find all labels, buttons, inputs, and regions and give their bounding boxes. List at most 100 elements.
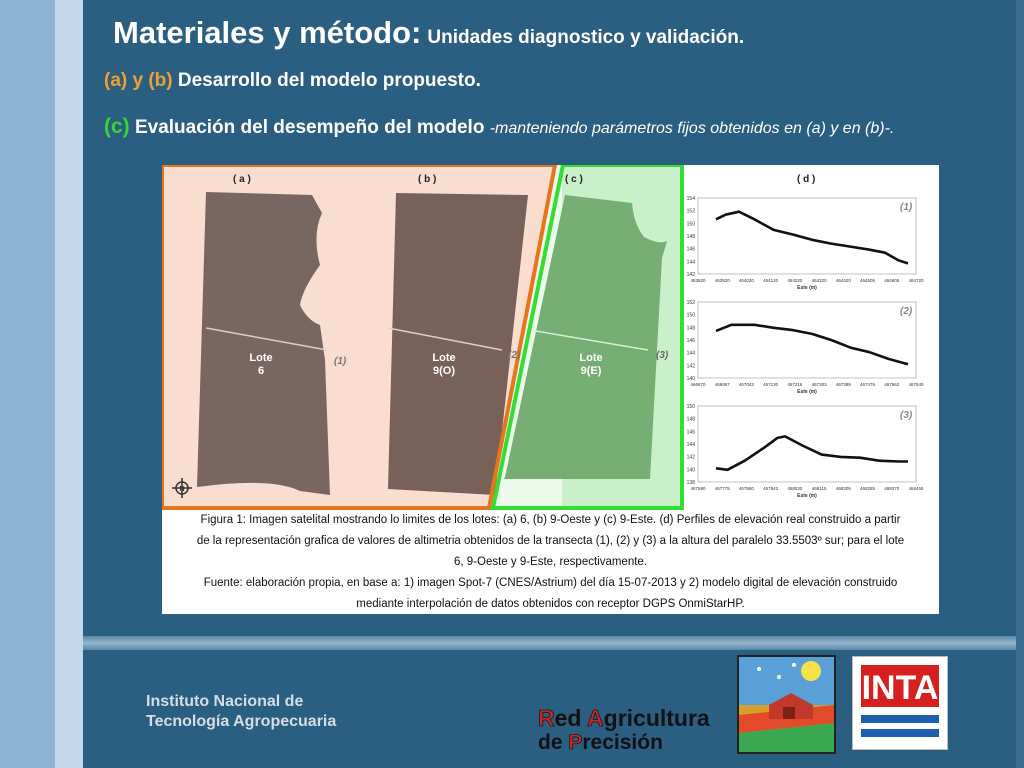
figure-panel: ( a ) ( b ) ( c ) ( d ) Lote 6 Lote 9(O)…: [162, 165, 939, 614]
profile-xtick: 463820: [690, 278, 706, 283]
profile-xtick: 464605: [884, 278, 900, 283]
caption-line-1: Figura 1: Imagen satelital mostrando lo …: [200, 514, 901, 526]
field-lote-6: [197, 192, 330, 495]
profile-ytick: 138: [687, 480, 696, 486]
profile-xtick: 464220: [787, 278, 803, 283]
profile-ytick: 148: [687, 234, 696, 240]
profile-ytick: 146: [687, 338, 696, 344]
institute-name: Instituto Nacional de Tecnología Agropec…: [146, 692, 336, 732]
profile-xtick: 467562: [884, 382, 900, 387]
profile-ytick: 154: [687, 196, 696, 202]
profile-ytick: 152: [687, 209, 696, 215]
caption-line-5: mediante interpolación de datos obtenido…: [356, 598, 745, 610]
profile-xlabel: Este (m): [797, 493, 817, 499]
profile-chart-3: 138 140 142 144 146 148 150 467690 467775 467860 4…: [687, 404, 924, 499]
compass-letter: N: [179, 486, 184, 493]
profile-ytick: 146: [687, 247, 696, 253]
field-lote-9-oeste: [388, 193, 528, 495]
profile-xtick: 468370: [884, 486, 900, 491]
profile-xtick: 464505: [860, 278, 876, 283]
objective-line-2: (c) Evaluación del desempeño del modelo …: [104, 115, 894, 139]
profile-xtick: 467216: [787, 382, 803, 387]
profile-xtick: 464720: [908, 278, 924, 283]
profile-chart-2: 140 142 144 146 148 150 152 466870 466957 467043 4…: [687, 300, 924, 395]
red-logo-line-2: de Precisión: [538, 731, 663, 754]
objective-line-1: (a) y (b) Desarrollo del modelo propuest…: [104, 70, 481, 92]
profile-xtick: 468285: [860, 486, 876, 491]
caption-line-4: Fuente: elaboración propia, en base a: 1…: [203, 577, 898, 589]
profile-xtick: 463920: [715, 278, 731, 283]
profile-xtick: 464120: [763, 278, 779, 283]
institute-line-1: Instituto Nacional de: [146, 693, 304, 710]
inta-logo: INTA: [852, 656, 948, 750]
inta-logo-text: INTA: [862, 669, 939, 707]
right-decor-bar: [1016, 0, 1024, 768]
figure-caption: Figura 1: Imagen satelital mostrando lo …: [162, 510, 939, 615]
profile-frame: [697, 405, 917, 483]
left-decor-stripe-light: [55, 0, 83, 768]
lot-a-label-1: Lote: [249, 352, 272, 364]
profile-xlabel: Este (m): [797, 285, 817, 291]
profile-ytick: 152: [687, 300, 696, 306]
field-lote-9-este: [504, 195, 667, 479]
profile-xtick: 468205: [836, 486, 852, 491]
profile-xtick: 467775: [715, 486, 731, 491]
left-decor-stripe: [0, 0, 55, 768]
figure-graphic: ( a ) ( b ) ( c ) ( d ) Lote 6 Lote 9(O)…: [162, 165, 924, 510]
profile-ytick: 148: [687, 325, 696, 331]
profile-ytick: 142: [687, 363, 696, 369]
profile-ytick: 140: [687, 376, 696, 382]
caption-line-3: 6, 9-Oeste y 9-Este, respectivamente.: [453, 556, 648, 568]
profile-tag: (3): [900, 410, 913, 421]
profile-xtick: 467389: [836, 382, 852, 387]
profile-xtick: 467303: [812, 382, 828, 387]
profile-ytick: 150: [687, 404, 696, 410]
objective-2-italic: -manteniendo parámetros fijos obtenidos …: [489, 120, 895, 137]
precision-agriculture-image: [737, 655, 836, 754]
lot-b-label-2: 9(O): [433, 365, 455, 377]
lot-c-label-2: 9(E): [581, 365, 602, 377]
profile-xtick: 467476: [860, 382, 876, 387]
transect-2-line: [387, 327, 503, 351]
slide-title: Materiales y método: Unidades diagnostico…: [113, 15, 744, 51]
panel-label-b: ( b ): [418, 174, 436, 185]
profile-frame: [697, 197, 917, 275]
transect-3-line: [517, 327, 649, 351]
panel-label-d: ( d ): [797, 174, 815, 185]
profile-ytick: 142: [687, 455, 696, 461]
profile-xtick: 467943: [763, 486, 779, 491]
transect-1-line: [205, 327, 328, 351]
profile-ytick: 144: [687, 351, 696, 357]
profile-xtick: 464320: [812, 278, 828, 283]
objective-1-text: Desarrollo del modelo propuesto.: [177, 70, 481, 91]
profile-chart-1: 142 144 146 148 150 152 154 463820 463920 464020 4…: [687, 196, 924, 291]
profile-xlabel: Este (m): [797, 389, 817, 395]
profile-ytick: 148: [687, 417, 696, 423]
profile-xtick: 467130: [763, 382, 779, 387]
profile-line: [715, 435, 908, 472]
caption-line-2: de la representación grafica de valores …: [196, 535, 905, 547]
green-frame: [490, 165, 684, 510]
objective-1-prefix: (a) y (b): [104, 70, 173, 91]
profile-xtick: 466870: [690, 382, 706, 387]
profile-xtick: 467043: [739, 382, 755, 387]
profile-ytick: 150: [687, 313, 696, 319]
slide-title-sub: Unidades diagnostico y validación.: [427, 27, 745, 48]
red-logo-line-1: Red Agricultura: [538, 705, 710, 731]
bottom-decor-band: [83, 636, 1016, 650]
profile-xtick: 468455: [908, 486, 924, 491]
slide-title-main: Materiales y método:: [113, 15, 422, 50]
profile-ytick: 144: [687, 259, 696, 265]
profile-xtick: 468030: [787, 486, 803, 491]
profile-ytick: 150: [687, 221, 696, 227]
lot-b-label-1: Lote: [432, 352, 455, 364]
profile-ytick: 144: [687, 442, 696, 448]
profile-line: [715, 210, 909, 265]
red-agricultura-logo: Red Agricultura de Precisión: [538, 705, 710, 754]
profile-xtick: 468115: [812, 486, 827, 491]
profile-xtick: 466957: [715, 382, 731, 387]
panel-label-c: ( c ): [565, 174, 583, 185]
compass-icon: N: [172, 478, 192, 498]
institute-line-2: Tecnología Agropecuaria: [146, 713, 337, 730]
profile-xtick: 464420: [836, 278, 852, 283]
